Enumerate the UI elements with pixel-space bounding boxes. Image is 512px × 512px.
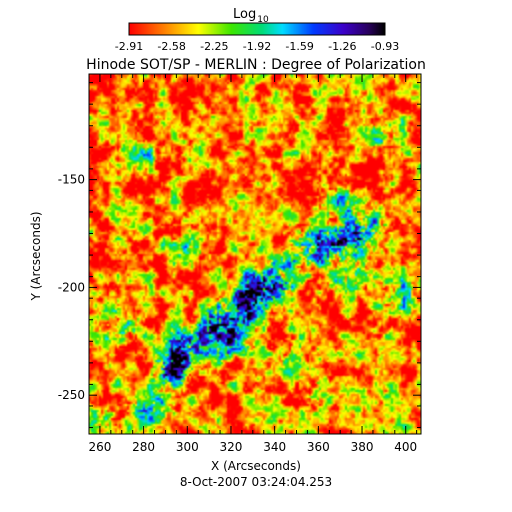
x-axis-label: X (Arcseconds) bbox=[211, 459, 301, 473]
colorbar-frame bbox=[128, 22, 386, 36]
x-tick-label: 320 bbox=[220, 440, 243, 454]
colorbar-tick-label: -2.25 bbox=[200, 40, 228, 53]
timestamp: 8-Oct-2007 03:24:04.253 bbox=[180, 475, 332, 489]
axis-ticks: 260 280 300 320 340 360 380 400 -150 -200 -250 bbox=[58, 74, 421, 454]
y-tick-label: -200 bbox=[58, 280, 85, 294]
y-tick-label: -150 bbox=[58, 173, 85, 187]
colorbar-tick-label: -0.93 bbox=[371, 40, 399, 53]
colorbar-ticks: -2.91 -2.58 -2.25 -1.92 -1.59 -1.26 -0.93 bbox=[115, 40, 399, 53]
x-tick-label: 340 bbox=[263, 440, 286, 454]
colorbar-tick-label: -2.91 bbox=[115, 40, 143, 53]
y-tick-label: -250 bbox=[58, 388, 85, 402]
y-axis-label: Y (Arcseconds) bbox=[29, 211, 43, 301]
chart-title: Hinode SOT/SP - MERLIN : Degree of Polar… bbox=[86, 57, 426, 73]
plot-frame bbox=[88, 73, 422, 435]
x-tick-label: 380 bbox=[351, 440, 374, 454]
x-tick-label: 300 bbox=[176, 440, 199, 454]
colorbar-tick-label: -2.58 bbox=[157, 40, 185, 53]
colorbar bbox=[129, 23, 385, 35]
x-tick-label: 400 bbox=[394, 440, 417, 454]
x-tick-label: 360 bbox=[307, 440, 330, 454]
x-tick-label: 280 bbox=[132, 440, 155, 454]
colorbar-tick-label: -1.92 bbox=[243, 40, 271, 53]
colorbar-label: Log bbox=[233, 7, 256, 22]
colorbar-tick-label: -1.26 bbox=[328, 40, 356, 53]
colorbar-label-subscript: 10 bbox=[257, 15, 269, 25]
heatmap bbox=[89, 74, 421, 434]
x-tick-label: 260 bbox=[88, 440, 111, 454]
colorbar-tick-label: -1.59 bbox=[285, 40, 313, 53]
